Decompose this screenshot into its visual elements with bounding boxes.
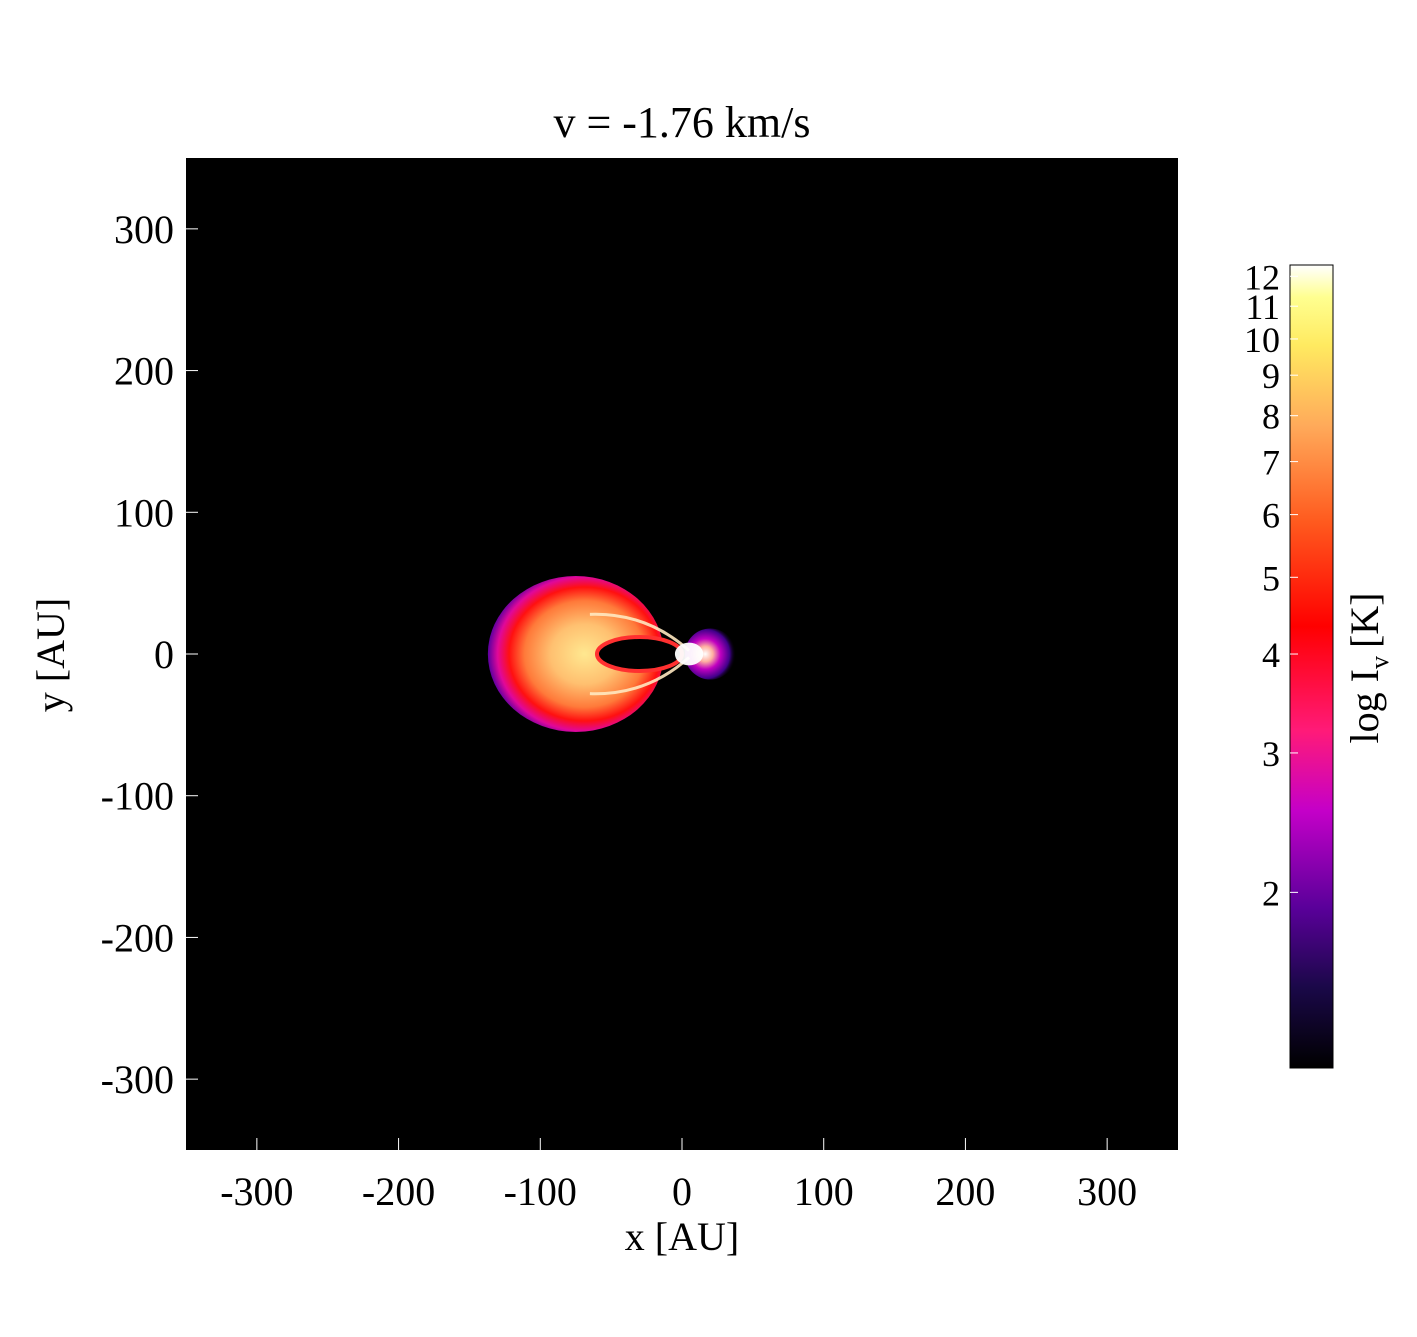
y-axis-label: y [AU]	[28, 598, 73, 712]
colorbar-tick-label: 5	[1262, 558, 1280, 598]
x-tick-label: 0	[672, 1169, 692, 1214]
y-tick-label: -100	[101, 774, 174, 819]
y-axis: 300 200 100 0 -100 -200 -300	[101, 207, 198, 1102]
x-axis-label: x [AU]	[625, 1214, 739, 1259]
outer-glow	[684, 628, 736, 680]
colorbar-label-sub: v	[1365, 656, 1394, 669]
y-tick-label: 200	[114, 349, 174, 394]
colorbar-tick-label: 7	[1262, 443, 1280, 483]
colorbar-tick-label: 11	[1245, 287, 1280, 327]
y-tick-label: -300	[101, 1057, 174, 1102]
filament	[589, 656, 691, 696]
y-tick-label: 100	[114, 490, 174, 535]
x-tick-label: -300	[220, 1169, 293, 1214]
colorbar-tick-label: 8	[1262, 397, 1280, 437]
y-tick-label: -200	[101, 915, 174, 960]
colorbar-tick-label: 3	[1262, 734, 1280, 774]
colorbar-tick-label: 10	[1244, 320, 1280, 360]
central-cavity	[594, 634, 685, 674]
bright-tip	[674, 642, 704, 666]
emission-map	[487, 576, 736, 732]
colorbar-label-main: log I	[1342, 669, 1387, 743]
chart-title: v = -1.76 km/s	[553, 98, 810, 147]
filament	[589, 612, 691, 652]
colorbar-label: log Iv [K]	[1342, 593, 1394, 744]
colorbar-tick-label: 9	[1262, 356, 1280, 396]
x-tick-label: 200	[935, 1169, 995, 1214]
x-axis: -300 -200 -100 0 100 200 300	[220, 1138, 1137, 1214]
x-tick-label: -200	[362, 1169, 435, 1214]
x-tick-label: -100	[504, 1169, 577, 1214]
y-tick-label: 0	[154, 632, 174, 677]
colorbar	[1289, 264, 1334, 1069]
svg-text:log Iv[K]: log Iv [K]	[1342, 593, 1394, 744]
colorbar-label-unit: [K]	[1342, 593, 1387, 649]
x-tick-label: 300	[1077, 1169, 1137, 1214]
colorbar-tick-label: 12	[1244, 257, 1280, 297]
colorbar-tick-label: 2	[1262, 873, 1280, 913]
colorbar-tick-label: 6	[1262, 496, 1280, 536]
x-tick-label: 100	[794, 1169, 854, 1214]
colorbar-tick-label: 4	[1262, 635, 1280, 675]
y-tick-label: 300	[114, 207, 174, 252]
